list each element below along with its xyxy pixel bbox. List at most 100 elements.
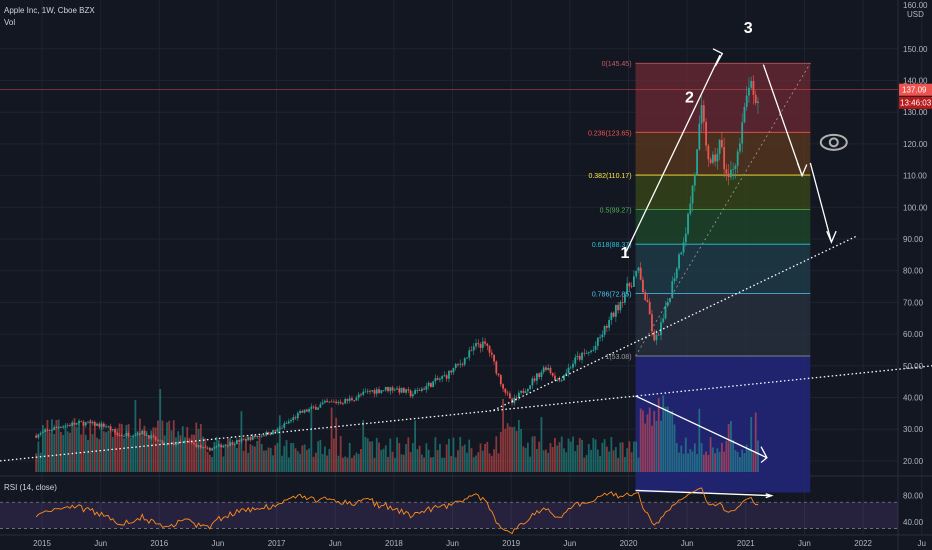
- candle-body: [623, 294, 626, 303]
- volume-bar: [486, 441, 489, 472]
- candle-body: [542, 367, 545, 373]
- fib-zone: [635, 293, 811, 357]
- volume-bar: [520, 429, 523, 472]
- volume-bar: [506, 423, 509, 472]
- volume-bar: [493, 449, 495, 472]
- volume-bar: [630, 452, 633, 472]
- candle-body: [581, 352, 583, 360]
- volume-bar: [107, 430, 110, 472]
- candle-body: [723, 147, 726, 170]
- volume-bar: [141, 435, 144, 472]
- candle-body: [601, 334, 604, 338]
- volume-bar: [684, 437, 687, 472]
- candle-body: [736, 151, 739, 166]
- volume-bar: [48, 432, 51, 472]
- candle-body: [346, 398, 349, 401]
- candle-body: [66, 424, 69, 426]
- volume-bar: [389, 438, 392, 472]
- candle-body: [594, 345, 597, 350]
- candle-body: [432, 381, 435, 388]
- fib-level-label: 1(53.08): [605, 354, 631, 361]
- candle-body: [369, 390, 371, 392]
- time-tick-label: 2021: [737, 539, 755, 548]
- volume-bar: [472, 457, 475, 472]
- volume-bar: [254, 446, 256, 472]
- volume-bar: [42, 424, 44, 472]
- candle-body: [301, 410, 304, 413]
- volume-bar: [258, 437, 261, 472]
- volume-bar: [308, 448, 310, 472]
- volume-bar: [170, 430, 173, 472]
- volume-bar: [57, 419, 60, 472]
- candle-body: [508, 393, 511, 399]
- candle-body: [720, 139, 723, 148]
- fib-level-label: 0.236(123.65): [588, 130, 632, 137]
- candle-body: [554, 375, 556, 381]
- candle-body: [98, 423, 101, 427]
- volume-bar: [420, 454, 423, 472]
- volume-bar: [78, 420, 80, 472]
- volume-bar: [348, 442, 351, 472]
- candle-body: [290, 419, 292, 422]
- rsi-pane: 80.00 40.00: [0, 487, 924, 535]
- candle-body: [62, 426, 65, 428]
- volume-bar: [675, 443, 678, 472]
- candle-body: [741, 122, 744, 144]
- volume-bar: [596, 449, 599, 472]
- volume-bar: [680, 445, 683, 472]
- volume-bar: [664, 406, 667, 472]
- volume-bar: [328, 449, 331, 472]
- volume-bar: [60, 431, 62, 472]
- candle-body: [414, 390, 417, 395]
- candle-body: [457, 364, 459, 365]
- candle-body: [642, 279, 644, 293]
- time-tick-label: Jun: [563, 539, 576, 548]
- volume-bar: [427, 449, 430, 472]
- volume-bar: [655, 420, 658, 472]
- rsi-tick-label: 80.00: [903, 492, 924, 501]
- volume-bar: [400, 454, 403, 472]
- volume-bar: [319, 439, 322, 472]
- volume-bar: [301, 445, 304, 472]
- candle-body: [603, 326, 606, 335]
- volume-bar: [605, 446, 608, 472]
- candle-body: [337, 402, 340, 404]
- candle-body: [276, 428, 279, 432]
- candle-body: [621, 302, 624, 303]
- volume-bar: [132, 435, 135, 472]
- volume-bar: [321, 454, 324, 472]
- candle-body: [540, 372, 543, 378]
- candle-body: [576, 355, 579, 358]
- volume-bar: [84, 434, 87, 472]
- time-tick-label: Jun: [94, 539, 107, 548]
- candle-body: [680, 252, 683, 255]
- volume-bar: [251, 445, 254, 472]
- candle-body: [745, 95, 748, 107]
- volume-bar: [736, 451, 739, 472]
- volume-bar: [700, 443, 703, 472]
- volume-bar: [222, 456, 225, 472]
- volume-bar: [44, 428, 47, 472]
- price-tick-label: 110.00: [903, 172, 927, 181]
- candle-body: [585, 353, 588, 354]
- current-price-badge: [899, 83, 932, 96]
- volume-bar: [646, 414, 649, 472]
- candle-body: [305, 409, 308, 412]
- candle-body: [727, 173, 730, 178]
- volume-bar: [351, 457, 353, 472]
- volume-bar: [475, 455, 477, 472]
- candle-body: [698, 123, 701, 150]
- volume-bar: [193, 434, 195, 472]
- volume-bar: [628, 441, 631, 472]
- volume-bar: [436, 450, 439, 472]
- candle-body: [592, 349, 595, 351]
- volume-bar: [177, 431, 180, 472]
- candle-body: [556, 379, 559, 381]
- volume-bar: [51, 419, 53, 472]
- candle-body: [396, 388, 398, 390]
- candle-body: [470, 350, 473, 352]
- volume-bar: [247, 452, 250, 472]
- volume-bar: [310, 409, 313, 472]
- volume-bar: [197, 428, 200, 472]
